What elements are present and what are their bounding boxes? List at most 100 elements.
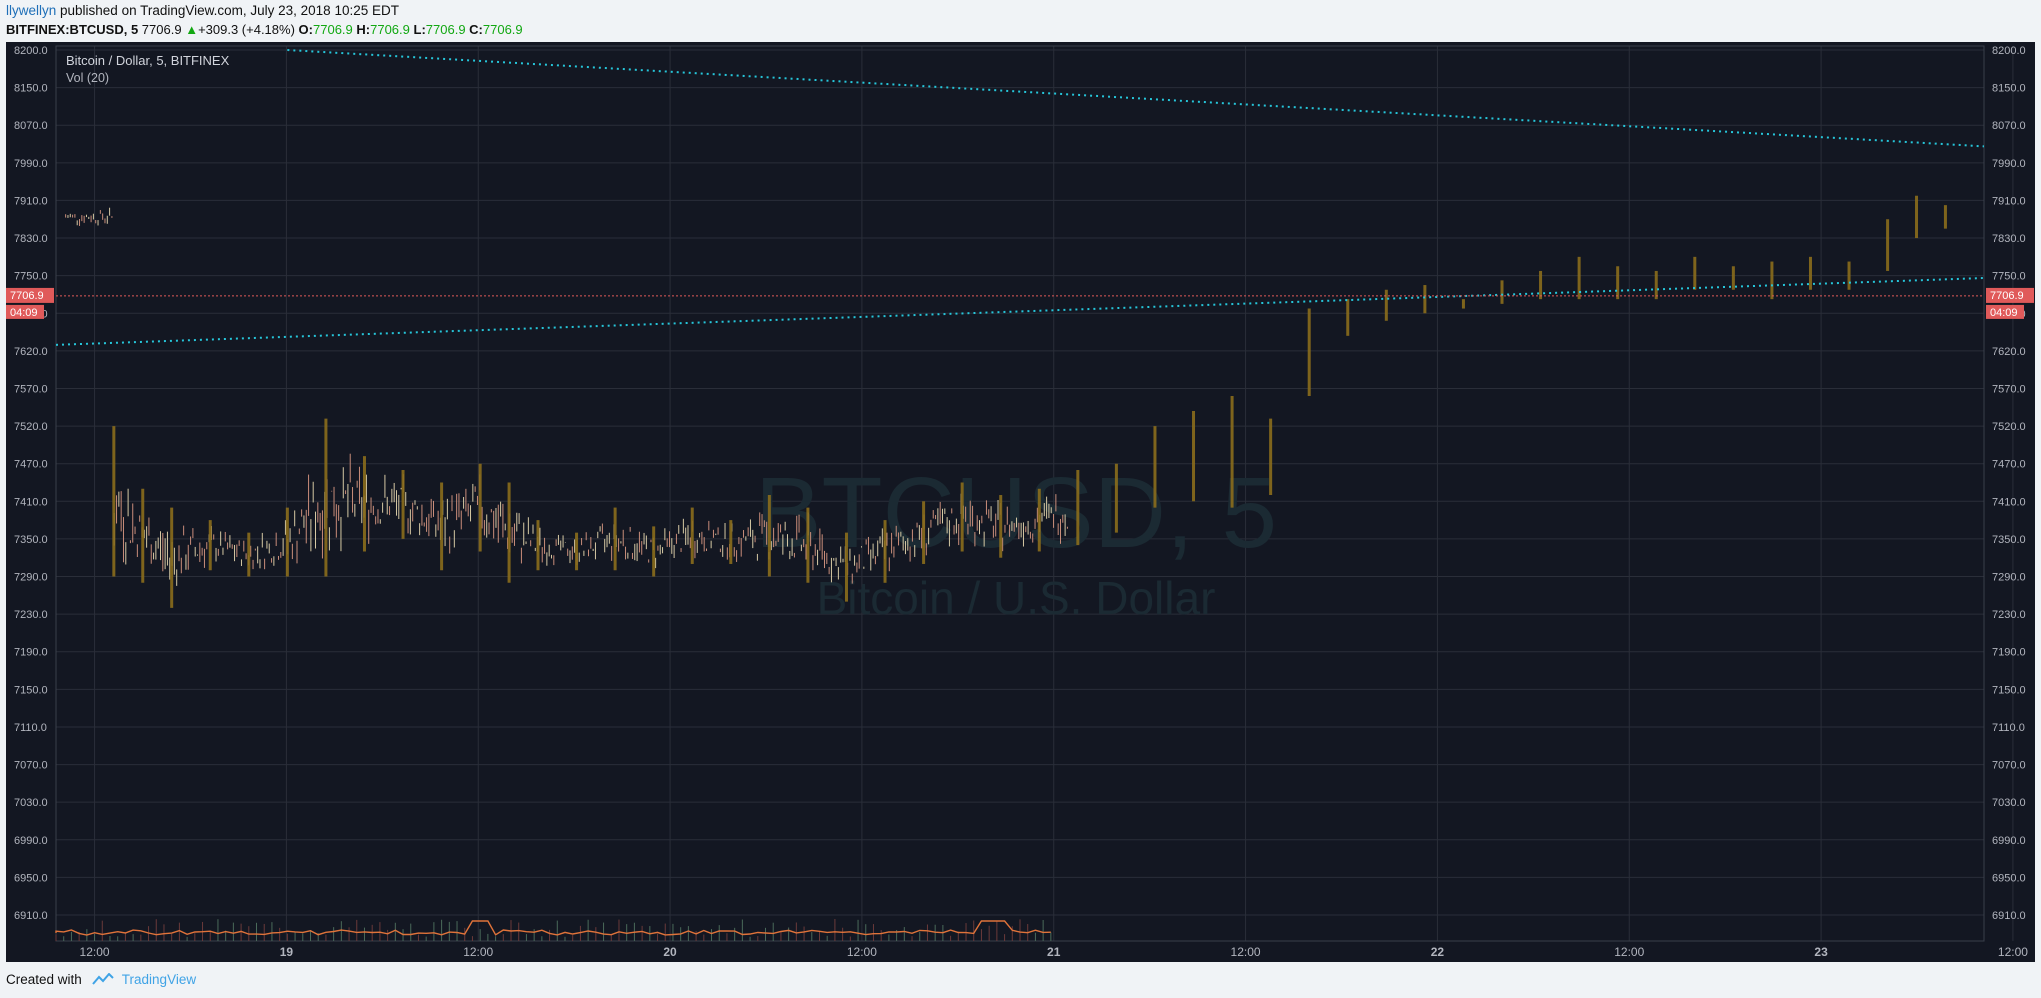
y-tick-right-16: 7190.0 bbox=[1992, 647, 2026, 659]
close-label: C: bbox=[469, 22, 483, 37]
y-tick-left-3: 7990.0 bbox=[14, 158, 48, 170]
y-tick-right-4: 7910.0 bbox=[1992, 195, 2026, 207]
close-value: 7706.9 bbox=[482, 22, 523, 37]
open-value: 7706.9 bbox=[313, 22, 353, 37]
ohlc-bars bbox=[65, 195, 1947, 608]
x-tick-5: 21 bbox=[1047, 945, 1061, 959]
y-tick-left-11: 7470.0 bbox=[14, 459, 48, 471]
x-tick-7: 22 bbox=[1431, 945, 1445, 959]
trendline-0[interactable] bbox=[287, 49, 1985, 148]
countdown-bg-0 bbox=[6, 304, 44, 319]
y-tick-left-6: 7750.0 bbox=[14, 271, 48, 283]
volume-ma-line bbox=[55, 920, 1051, 936]
y-tick-right-2: 8070.0 bbox=[1992, 120, 2026, 132]
y-tick-left-23: 6910.0 bbox=[14, 910, 48, 922]
symbol-name: BITFINEX:BTCUSD, 5 bbox=[6, 22, 139, 37]
x-tick-10: 12:00 bbox=[1998, 945, 2028, 959]
y-tick-right-20: 7030.0 bbox=[1992, 797, 2026, 809]
y-tick-right-21: 6990.0 bbox=[1992, 835, 2026, 847]
x-tick-2: 12:00 bbox=[463, 945, 493, 959]
y-tick-left-1: 8150.0 bbox=[14, 83, 48, 95]
y-tick-left-19: 7070.0 bbox=[14, 760, 48, 772]
y-tick-left-8: 7620.0 bbox=[14, 346, 48, 358]
high-label: H: bbox=[356, 22, 371, 37]
x-tick-0: 12:00 bbox=[80, 945, 110, 959]
price-marker-bg-1 bbox=[1986, 287, 2034, 303]
x-tick-1: 19 bbox=[280, 945, 294, 959]
y-tick-left-4: 7910.0 bbox=[14, 195, 48, 207]
volume-pane bbox=[55, 919, 1052, 941]
left-price-axis[interactable]: 8200.0 8150.0 8070.0 7990.0 7910.0 7830.0 7750… bbox=[6, 45, 54, 922]
watermark-description: Bitcoin / U.S. Dollar bbox=[817, 572, 1216, 624]
y-tick-right-8: 7620.0 bbox=[1992, 346, 2026, 358]
created-with-text: Created with bbox=[6, 972, 82, 987]
y-tick-left-14: 7290.0 bbox=[14, 572, 48, 584]
low-label: L: bbox=[413, 22, 426, 37]
up-arrow-icon: ▲ bbox=[185, 22, 199, 37]
y-tick-right-10: 7520.0 bbox=[1992, 421, 2026, 433]
price-marker-0: 7706.9 bbox=[10, 290, 44, 302]
y-tick-right-13: 7350.0 bbox=[1992, 534, 2026, 546]
y-tick-right-0: 8200.0 bbox=[1992, 45, 2026, 57]
y-tick-right-6: 7750.0 bbox=[1992, 271, 2026, 283]
price-change: +309.3 (+4.18%) bbox=[198, 22, 295, 37]
x-tick-8: 12:00 bbox=[1614, 945, 1644, 959]
price-marker-bg-0 bbox=[6, 287, 54, 303]
y-tick-left-9: 7570.0 bbox=[14, 383, 48, 395]
x-tick-4: 12:00 bbox=[847, 945, 877, 959]
y-tick-left-10: 7520.0 bbox=[14, 421, 48, 433]
time-axis[interactable]: 12:00 19 12:00 20 12:00 21 12:00 22 12:00 23 12:00… bbox=[80, 945, 2035, 959]
y-tick-right-9: 7570.0 bbox=[1992, 383, 2026, 395]
y-tick-left-12: 7410.0 bbox=[14, 496, 48, 508]
y-tick-left-16: 7190.0 bbox=[14, 647, 48, 659]
y-tick-right-3: 7990.0 bbox=[1992, 158, 2026, 170]
author-link[interactable]: llywellyn bbox=[6, 3, 57, 18]
low-value: 7706.9 bbox=[425, 22, 466, 37]
y-tick-right-17: 7150.0 bbox=[1992, 684, 2026, 696]
x-tick-6: 12:00 bbox=[1231, 945, 1261, 959]
countdown-bg-1 bbox=[1986, 304, 2024, 319]
y-tick-right-5: 7830.0 bbox=[1992, 233, 2026, 245]
y-tick-right-14: 7290.0 bbox=[1992, 572, 2026, 584]
symbol-info: BITFINEX:BTCUSD, 5 7706.9 ▲+309.3 (+4.18… bbox=[6, 22, 523, 37]
last-price: 7706.9 bbox=[141, 22, 182, 37]
price-chart[interactable]: BTCUSD, 5 Bitcoin / U.S. Dollar 8200.0 81… bbox=[6, 42, 2035, 962]
tradingview-link[interactable]: TradingView bbox=[121, 972, 197, 987]
trendlines[interactable] bbox=[55, 49, 1985, 346]
price-marker-1: 7706.9 bbox=[1990, 290, 2024, 302]
watermark-symbol: BTCUSD, 5 bbox=[755, 457, 1277, 569]
watermark: BTCUSD, 5 Bitcoin / U.S. Dollar bbox=[755, 457, 1277, 624]
y-tick-left-15: 7230.0 bbox=[14, 609, 48, 621]
legend-volume: Vol (20) bbox=[66, 71, 109, 85]
countdown-1: 04:09 bbox=[1990, 307, 2018, 319]
y-tick-left-21: 6990.0 bbox=[14, 835, 48, 847]
y-tick-left-13: 7350.0 bbox=[14, 534, 48, 546]
y-tick-right-19: 7070.0 bbox=[1992, 760, 2026, 772]
y-tick-right-22: 6950.0 bbox=[1992, 872, 2026, 884]
y-tick-left-2: 8070.0 bbox=[14, 120, 48, 132]
y-tick-left-17: 7150.0 bbox=[14, 684, 48, 696]
y-tick-right-15: 7230.0 bbox=[1992, 609, 2026, 621]
countdown-0: 04:09 bbox=[10, 307, 38, 319]
legend-title: Bitcoin / Dollar, 5, BITFINEX bbox=[66, 53, 230, 68]
y-tick-right-23: 6910.0 bbox=[1992, 910, 2026, 922]
y-tick-right-12: 7410.0 bbox=[1992, 496, 2026, 508]
y-tick-right-18: 7110.0 bbox=[1992, 722, 2025, 734]
publish-info: llywellyn published on TradingView.com, … bbox=[6, 3, 399, 18]
y-tick-left-20: 7030.0 bbox=[14, 797, 48, 809]
published-text: published on TradingView.com, July 23, 2… bbox=[56, 3, 399, 18]
tradingview-logo-icon[interactable] bbox=[92, 972, 114, 988]
grid bbox=[55, 45, 2014, 942]
y-tick-left-18: 7110.0 bbox=[14, 722, 47, 734]
chart-background bbox=[6, 42, 2035, 962]
footer: Created with TradingView bbox=[6, 972, 196, 988]
high-value: 7706.9 bbox=[370, 22, 410, 37]
y-tick-left-0: 8200.0 bbox=[14, 45, 48, 57]
x-tick-9: 23 bbox=[1814, 945, 1828, 959]
right-price-axis[interactable]: 8200.0 8150.0 8070.0 7990.0 7910.0 7830.0 7750… bbox=[1986, 45, 2034, 922]
y-tick-left-5: 7830.0 bbox=[14, 233, 48, 245]
y-tick-left-22: 6950.0 bbox=[14, 872, 48, 884]
open-label: O: bbox=[298, 22, 313, 37]
y-tick-right-11: 7470.0 bbox=[1992, 459, 2026, 471]
x-tick-3: 20 bbox=[663, 945, 677, 959]
